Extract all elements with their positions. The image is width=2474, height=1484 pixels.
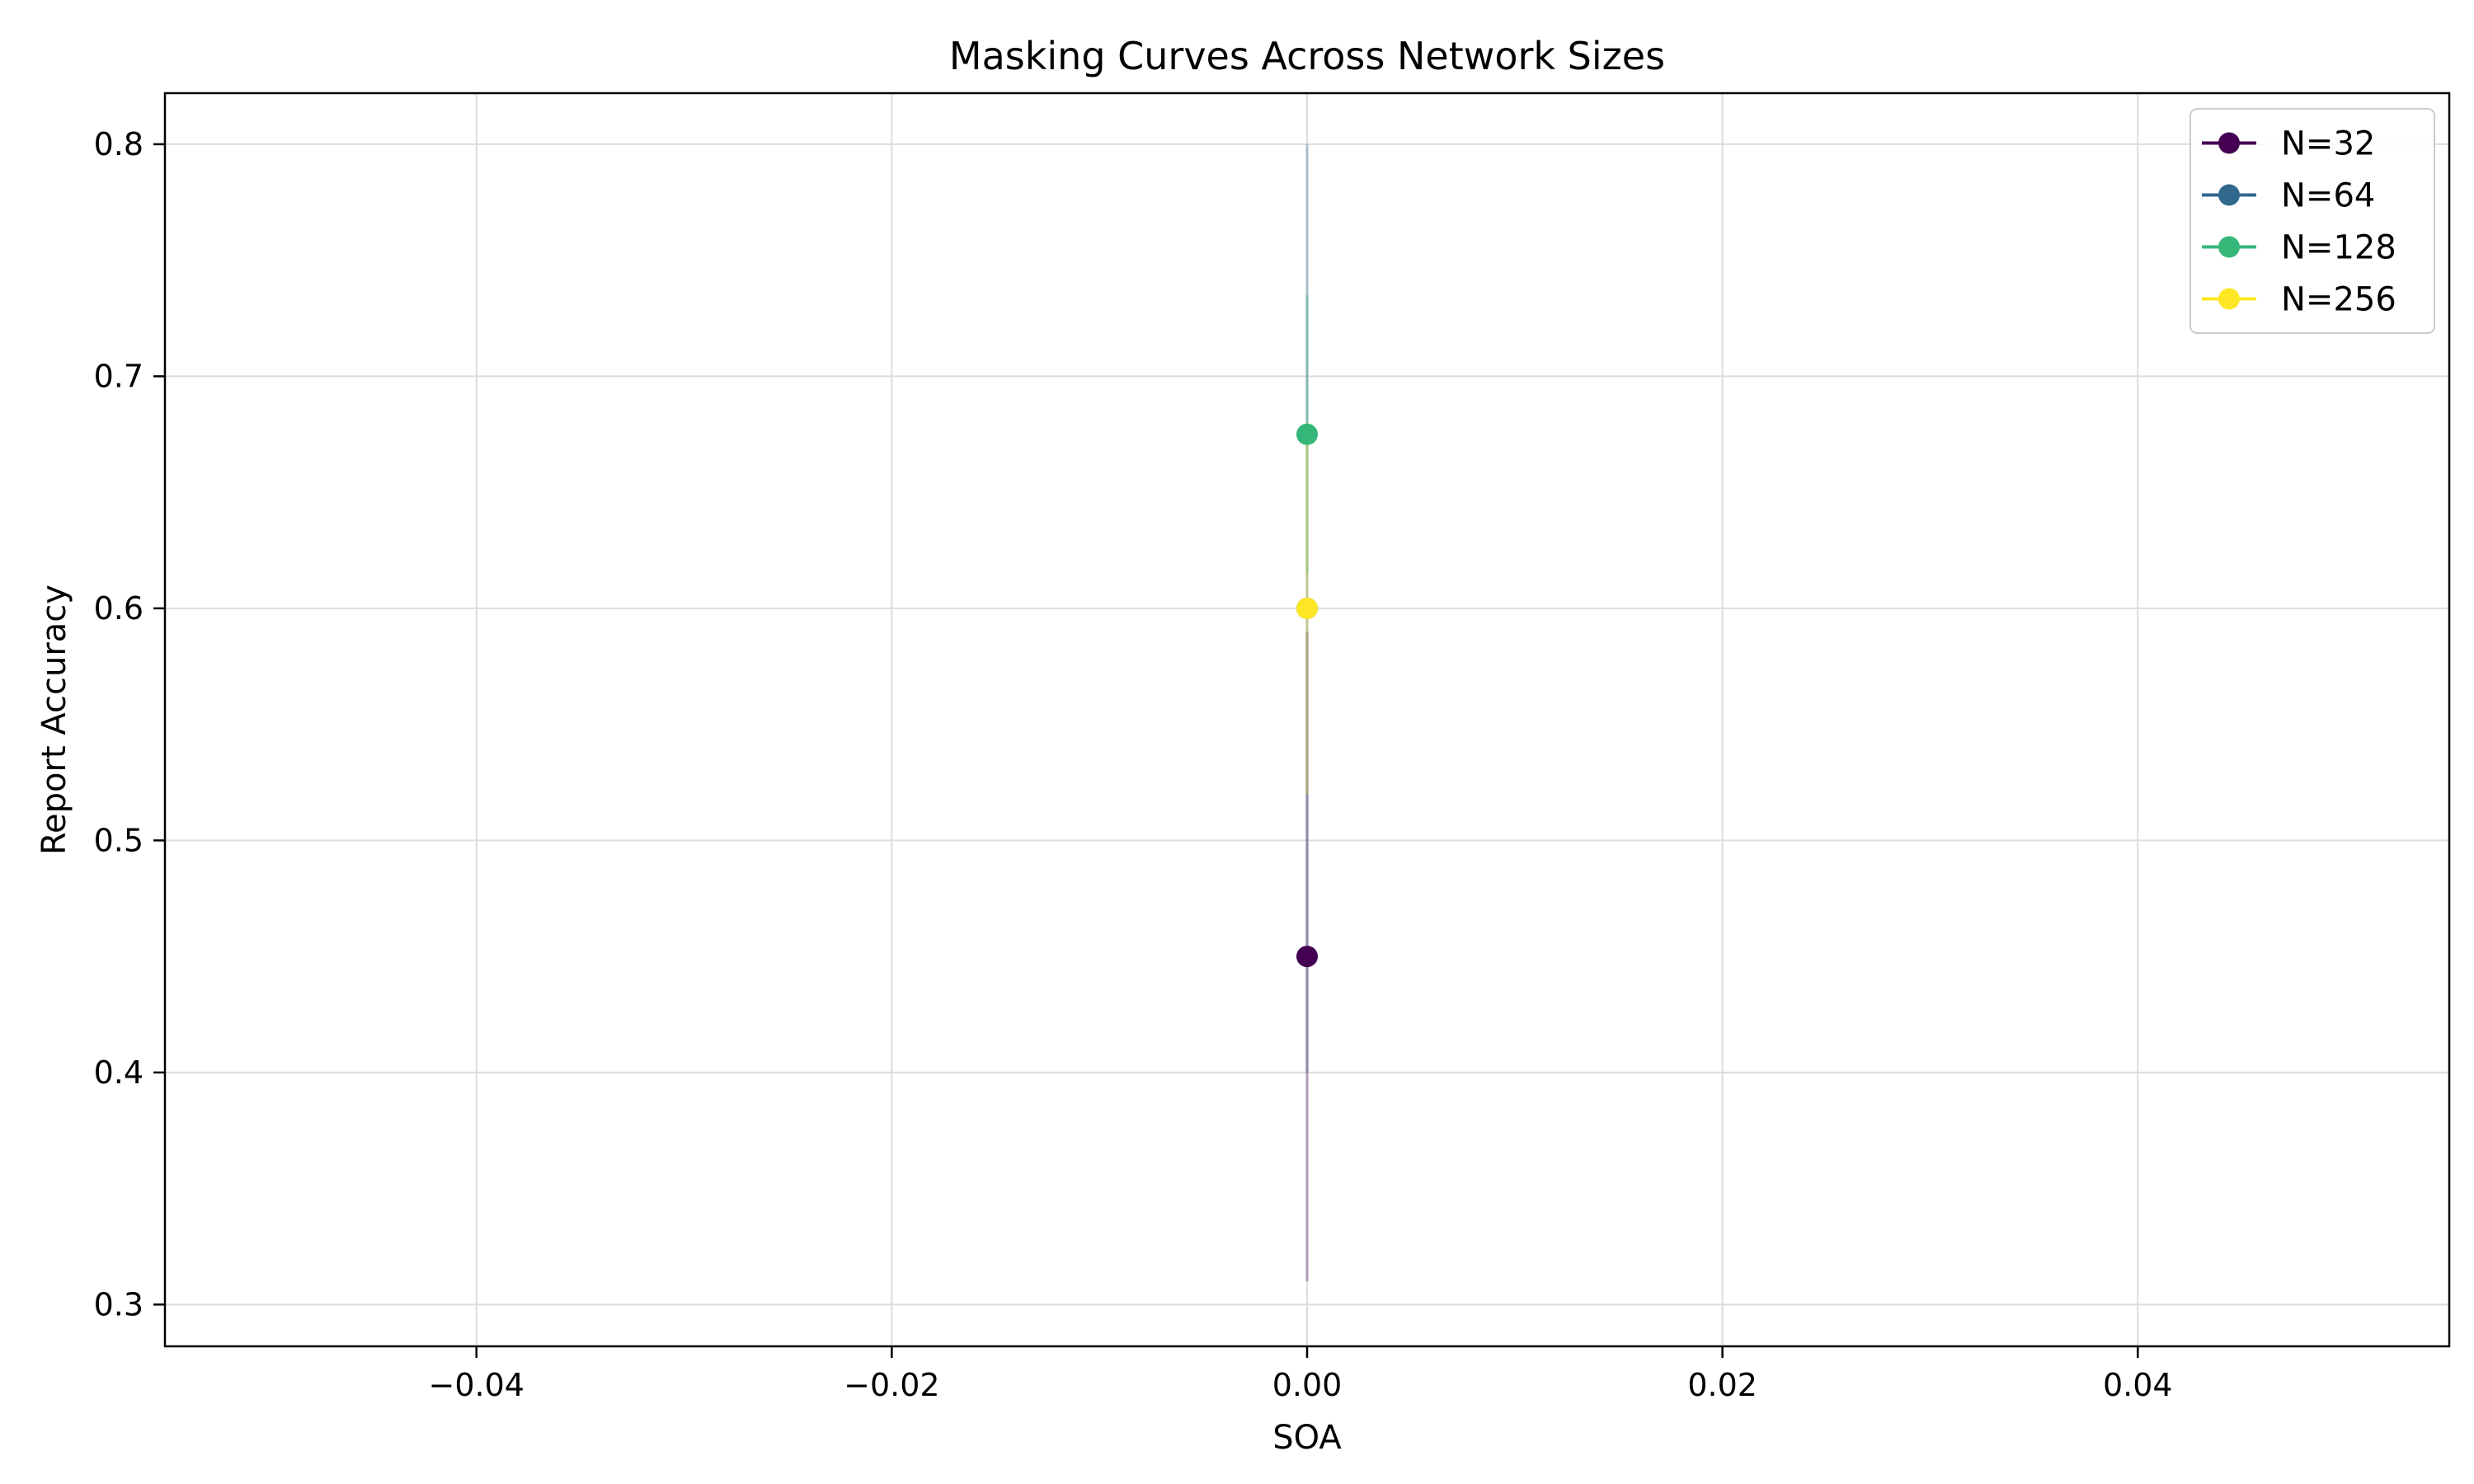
- legend-label: N=64: [2281, 177, 2375, 215]
- legend-marker-swatch: [2218, 132, 2240, 154]
- y-tick-label: 0.5: [94, 822, 143, 858]
- legend: N=32 N=64 N=128 N=256: [2189, 108, 2435, 334]
- legend-entry: N=256: [2202, 281, 2396, 319]
- data-point-N=32: [1296, 946, 1318, 968]
- legend-entry: N=128: [2202, 229, 2396, 267]
- x-tick-label: 0.02: [1687, 1367, 1757, 1403]
- data-point-N=128: [1296, 423, 1318, 445]
- y-tick-label: 0.3: [94, 1286, 143, 1322]
- y-axis-label: Report Accuracy: [35, 585, 73, 855]
- legend-entry: N=32: [2202, 125, 2375, 163]
- x-tick-label: −0.04: [429, 1367, 524, 1403]
- x-tick-label: −0.02: [844, 1367, 939, 1403]
- data-point-N=256: [1296, 597, 1318, 619]
- legend-label: N=32: [2281, 125, 2375, 163]
- y-tick-label: 0.4: [94, 1054, 143, 1091]
- x-axis-ticks: −0.04 −0.02 0.00 0.02 0.04: [429, 1346, 2173, 1403]
- chart-title: Masking Curves Across Network Sizes: [949, 34, 1665, 78]
- y-tick-label: 0.6: [94, 590, 143, 627]
- legend-entry: N=64: [2202, 177, 2375, 215]
- legend-marker-swatch: [2218, 236, 2240, 258]
- y-tick-label: 0.7: [94, 358, 143, 394]
- series-markers: [1296, 423, 1318, 968]
- y-tick-label: 0.8: [94, 126, 143, 162]
- y-axis-ticks: 0.3 0.4 0.5 0.6 0.7 0.8: [94, 126, 165, 1322]
- legend-label: N=256: [2281, 281, 2396, 319]
- x-tick-label: 0.04: [2103, 1367, 2173, 1403]
- x-tick-label: 0.00: [1272, 1367, 1343, 1403]
- legend-marker-swatch: [2218, 184, 2240, 206]
- legend-box: [2189, 108, 2435, 334]
- legend-marker-swatch: [2218, 288, 2240, 310]
- legend-label: N=128: [2281, 229, 2396, 267]
- x-axis-label: SOA: [1272, 1419, 1342, 1457]
